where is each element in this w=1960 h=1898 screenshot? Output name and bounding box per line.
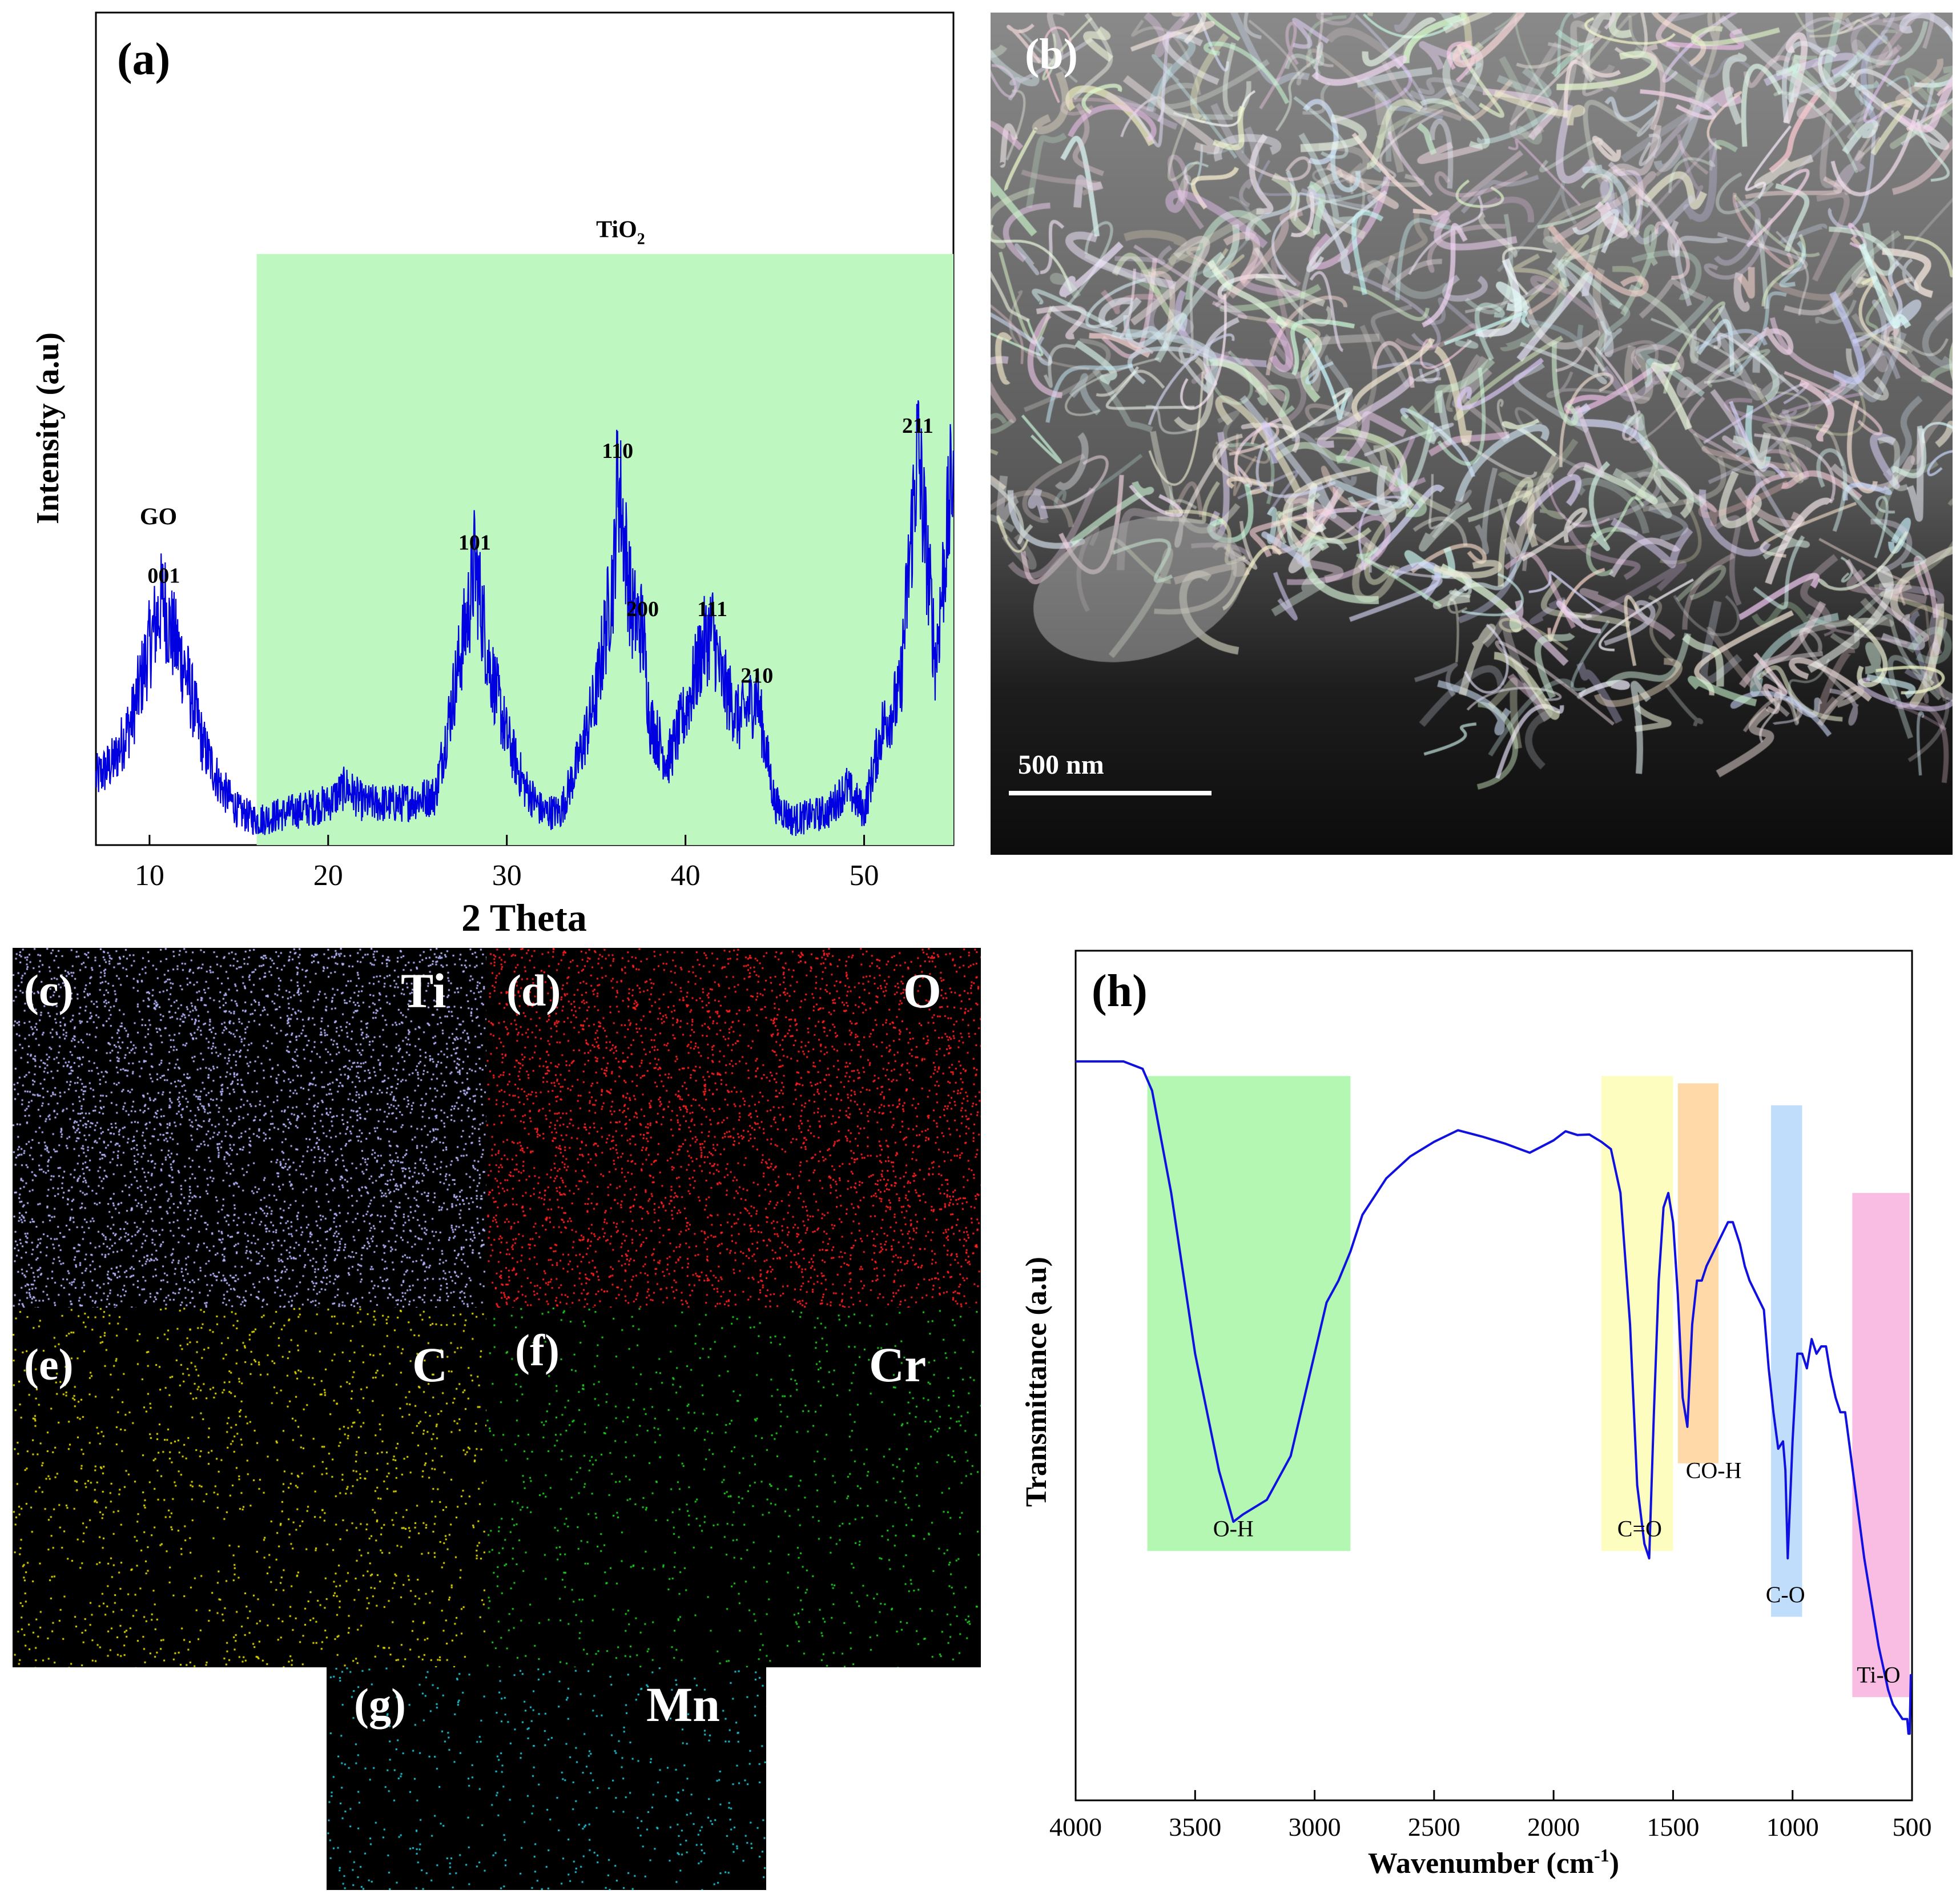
- xrd-x-axis-label: 2 Theta: [461, 896, 587, 939]
- ftir-x-label-end: ): [1609, 1847, 1619, 1880]
- ftir-tick-label: 2500: [1408, 1812, 1460, 1841]
- eds-map-mn: (g) Mn: [327, 1667, 766, 1890]
- xrd-x-ticks: 10 20 30 40 50: [135, 835, 879, 892]
- eds-dots-cr: [486, 1308, 981, 1667]
- ftir-x-axis-label: Wavenumber (cm-1): [1368, 1845, 1619, 1880]
- tio2-region: [256, 254, 953, 845]
- ftir-tick-label: 1500: [1647, 1812, 1699, 1841]
- ftir-x-label-text: Wavenumber (cm: [1368, 1847, 1594, 1880]
- ftir-band-label: C=O: [1617, 1516, 1662, 1542]
- xrd-peak-label: 001: [147, 564, 180, 588]
- ftir-band-label: Ti-O: [1857, 1662, 1900, 1688]
- panel-a-label: (a): [117, 34, 170, 85]
- xrd-peak-label: 210: [740, 664, 773, 688]
- tio2-region-label: TiO2: [596, 217, 645, 248]
- xrd-peak-label: 110: [602, 439, 633, 463]
- xrd-peak-label: 111: [697, 597, 727, 621]
- go-phase-label: GO: [140, 504, 177, 530]
- sem-image: (b) 500 nm: [991, 13, 1953, 855]
- panel-b-label: (b): [1025, 30, 1078, 78]
- scale-bar: [1009, 791, 1212, 795]
- xrd-peak-label: 101: [458, 530, 491, 554]
- ftir-line: [1076, 1060, 1912, 1735]
- eds-dots-c: [13, 1308, 486, 1667]
- element-c-label: C: [412, 1337, 448, 1392]
- panel-c-label: (c): [24, 966, 74, 1015]
- xrd-peak-labels: 001 101 110 200 111 210 211: [147, 414, 933, 687]
- xrd-peak-label: 200: [626, 597, 659, 621]
- ftir-tick-label: 2000: [1527, 1812, 1580, 1841]
- ftir-band: [1677, 1083, 1718, 1463]
- xrd-tick-label: 10: [135, 859, 164, 892]
- ftir-tick-label: 3000: [1289, 1812, 1341, 1841]
- panel-g-label: (g): [354, 1679, 406, 1729]
- xrd-tick-label: 50: [850, 859, 879, 892]
- ftir-chart: 4000 3500 3000 2500 2000 1500 1000 500 O-H C=O CO…: [1020, 950, 1932, 1880]
- scale-bar-label: 500 nm: [1018, 750, 1104, 780]
- eds-map-cr: (f) Cr: [486, 1308, 981, 1667]
- eds-map-c: (e) C: [13, 1308, 486, 1667]
- ftir-band: [1147, 1076, 1351, 1551]
- eds-dots-o: [486, 948, 981, 1308]
- xrd-tick-label: 30: [492, 859, 522, 892]
- sem-texture: [991, 13, 1953, 855]
- ftir-x-label-sup: -1: [1594, 1845, 1609, 1865]
- ftir-series-group: [1076, 1060, 1912, 1735]
- eds-dots-ti: [13, 948, 486, 1308]
- ftir-band-label: CO-H: [1686, 1457, 1742, 1483]
- ftir-tick-label: 1000: [1766, 1812, 1819, 1841]
- xrd-chart: 10 20 30 40 50 001 101 110 200 111 210 211 (a) TiO…: [30, 11, 955, 939]
- tio2-subscript: 2: [637, 231, 645, 248]
- ftir-tick-label: 500: [1893, 1812, 1932, 1841]
- panel-f-label: (f): [515, 1325, 560, 1375]
- element-mn-label: Mn: [646, 1677, 720, 1732]
- element-cr-label: Cr: [869, 1337, 927, 1392]
- eds-dots-mn: [327, 1667, 766, 1890]
- panel-e-label: (e): [24, 1340, 74, 1389]
- eds-map-o: (d) O: [486, 948, 981, 1308]
- xrd-line: [95, 400, 955, 837]
- ftir-tick-label: 4000: [1049, 1812, 1102, 1841]
- element-o-label: O: [903, 963, 941, 1018]
- ftir-band-label: C-O: [1766, 1582, 1805, 1607]
- ftir-y-axis-label: Transmittance (a.u): [1020, 1257, 1053, 1507]
- xrd-y-axis-label: Intensity (a.u): [30, 332, 66, 524]
- ftir-bands: [1147, 1076, 1910, 1698]
- eds-map-ti: (c) Ti: [13, 948, 486, 1308]
- ftir-tick-label: 3500: [1169, 1812, 1221, 1841]
- ftir-x-ticks: 4000 3500 3000 2500 2000 1500 1000 500: [1049, 1790, 1932, 1841]
- panel-h-label: (h): [1092, 966, 1148, 1016]
- ftir-band-label: O-H: [1213, 1516, 1254, 1542]
- panel-d-label: (d): [506, 966, 561, 1015]
- ftir-band: [1852, 1193, 1910, 1698]
- xrd-series-group: [95, 400, 955, 837]
- tio2-text: TiO: [596, 217, 637, 243]
- element-ti-label: Ti: [401, 963, 446, 1018]
- xrd-peak-label: 211: [902, 414, 933, 438]
- xrd-tick-label: 40: [671, 859, 701, 892]
- ftir-band-labels: O-H C=O CO-H C-O Ti-O: [1213, 1457, 1901, 1687]
- xrd-tick-label: 20: [313, 859, 343, 892]
